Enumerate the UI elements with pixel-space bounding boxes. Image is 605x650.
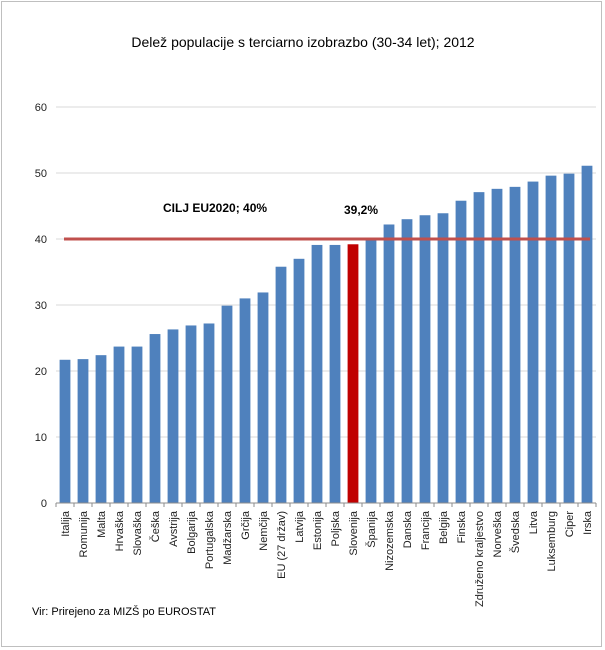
bar	[185, 325, 197, 503]
gridlines	[56, 106, 596, 438]
bar	[365, 238, 377, 503]
x-tick-label: Nizozemska	[384, 510, 396, 571]
x-tick-label: Latvija	[294, 510, 306, 543]
bar	[581, 165, 593, 504]
x-axis-labels: Italija Romunija Malta Hrvaška Slovaška Češka…	[60, 510, 594, 607]
bar	[131, 346, 143, 503]
x-tick-label: Finska	[456, 510, 468, 543]
x-tick-label: Češka	[149, 510, 162, 542]
bar	[77, 359, 89, 503]
bar	[167, 329, 179, 503]
x-tick-label: Hrvaška	[114, 510, 126, 551]
x-tick-label: Bolgarija	[186, 510, 198, 554]
y-tick-label: 20	[35, 366, 47, 378]
x-tick-label: Združeno kraljestvo	[474, 511, 486, 607]
x-tick-label: Ciper	[564, 511, 576, 538]
bars	[59, 165, 593, 504]
bar	[275, 266, 287, 503]
x-tick-label: Belgija	[438, 510, 450, 544]
x-tick-label: Luksemburg	[546, 511, 558, 572]
x-tick-label: Poljska	[330, 510, 342, 546]
x-tick-label: Nemčija	[258, 510, 270, 551]
bar	[509, 186, 521, 504]
bar	[293, 258, 305, 503]
x-tick-label: EU (27 držav)	[276, 511, 288, 579]
bar	[59, 359, 71, 503]
x-tick-label: Madžarska	[222, 510, 234, 565]
bar	[149, 334, 161, 503]
highlight-value-label: 39,2%	[344, 203, 378, 217]
y-tick-label: 40	[35, 234, 47, 246]
y-tick-label: 0	[41, 498, 47, 510]
bar	[563, 173, 575, 503]
y-tick-label: 30	[35, 300, 47, 312]
axes	[55, 502, 597, 507]
x-tick-label: Norveška	[492, 510, 504, 557]
y-tick-label: 50	[35, 168, 47, 180]
bar	[203, 323, 215, 503]
x-tick-label: Portugalska	[204, 510, 216, 569]
bar	[239, 298, 251, 503]
bar	[329, 244, 341, 503]
bar	[95, 355, 107, 503]
source-note: Vir: Prirejeno za MIZŠ po EUROSTAT	[32, 606, 216, 618]
bar	[473, 192, 485, 503]
bar	[311, 244, 323, 503]
x-tick-label: Slovaška	[132, 510, 144, 556]
target-line-label: CILJ EU2020; 40%	[163, 201, 267, 215]
x-tick-label: Avstrija	[168, 510, 180, 547]
bar	[455, 200, 467, 503]
y-tick-label: 10	[35, 432, 47, 444]
x-tick-label: Grčija	[240, 510, 252, 540]
x-tick-label: Litva	[528, 510, 540, 534]
bar	[419, 215, 431, 504]
x-tick-label: Irska	[582, 510, 594, 535]
bar	[437, 213, 449, 503]
x-tick-label: Italija	[60, 510, 72, 537]
x-tick-label: Malta	[96, 510, 108, 538]
x-tick-label: Francija	[420, 510, 432, 550]
bar	[545, 175, 557, 503]
bar	[401, 219, 413, 503]
chart-title: Delež populacije s terciarno izobrazbo (…	[131, 34, 474, 50]
bar	[113, 346, 125, 503]
x-tick-label: Švedska	[509, 510, 522, 553]
bar	[383, 224, 395, 504]
x-tick-label: Romunija	[78, 510, 90, 557]
bar	[257, 292, 269, 503]
y-tick-label: 60	[35, 102, 47, 114]
x-tick-label: Danska	[402, 510, 414, 548]
bar	[491, 188, 503, 503]
x-tick-label: Španija	[365, 510, 378, 548]
x-tick-label: Slovenija	[348, 510, 360, 556]
bar	[527, 181, 539, 503]
y-axis-ticks: 0 10 20 30 40 50 60	[35, 102, 47, 510]
bar-highlight	[347, 244, 359, 503]
bar	[221, 305, 233, 503]
x-tick-label: Estonija	[312, 510, 324, 550]
